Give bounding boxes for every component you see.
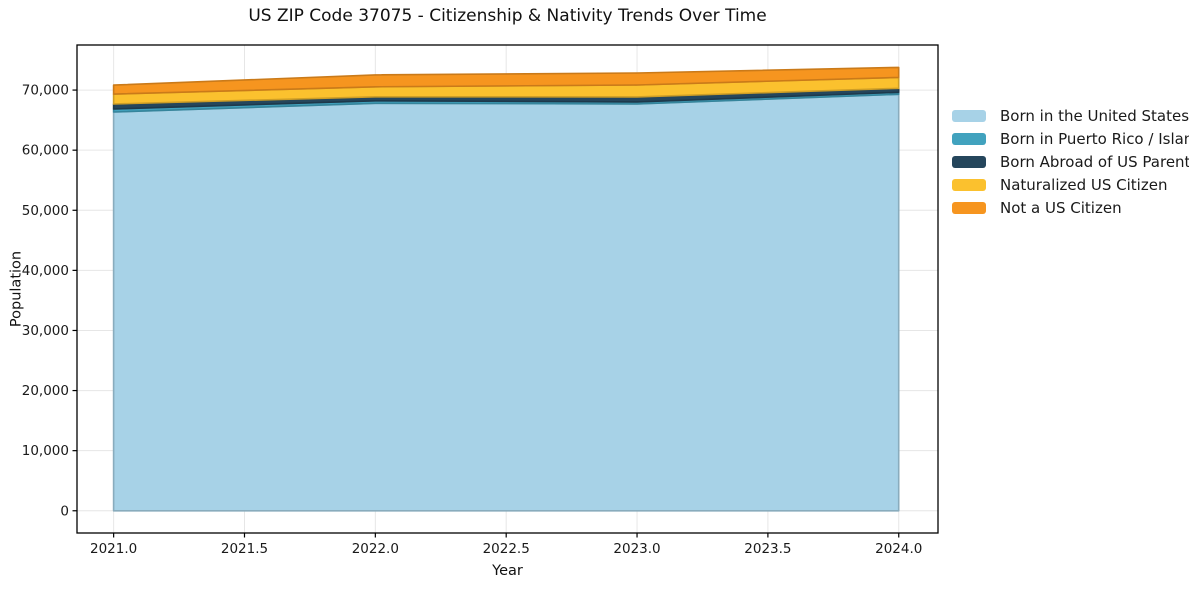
legend-label: Not a US Citizen (1000, 198, 1122, 217)
y-tick-label: 60,000 (22, 143, 69, 159)
y-tick-label: 50,000 (22, 203, 69, 219)
x-tick-label: 2022.0 (352, 541, 399, 557)
y-tick-label: 20,000 (22, 383, 69, 399)
y-tick-label: 70,000 (22, 83, 69, 99)
legend-swatch-icon (952, 109, 986, 122)
x-tick-label: 2023.0 (613, 541, 660, 557)
legend-label: Naturalized US Citizen (1000, 175, 1168, 194)
legend-label: Born Abroad of US Parent(s) (1000, 152, 1189, 171)
legend-swatch-icon (952, 178, 986, 191)
x-tick-label: 2024.0 (875, 541, 922, 557)
legend-item: Born in the United States (952, 104, 1189, 127)
legend-item: Naturalized US Citizen (952, 173, 1189, 196)
legend-item: Not a US Citizen (952, 196, 1189, 219)
plot-border (76, 44, 939, 534)
y-tick-label: 10,000 (22, 443, 69, 459)
legend-swatch-icon (952, 132, 986, 145)
legend-item: Born in Puerto Rico / Islands (952, 127, 1189, 150)
x-tick-label: 2022.5 (483, 541, 530, 557)
y-tick-label: 40,000 (22, 263, 69, 279)
area-series-0 (112, 93, 900, 512)
stacked-areas (112, 66, 900, 512)
legend-swatch-icon (952, 201, 986, 214)
y-axis-label: Population (8, 250, 25, 328)
x-tick-label: 2021.5 (221, 541, 268, 557)
y-tick-label: 30,000 (22, 323, 69, 339)
legend: Born in the United States Born in Puerto… (952, 104, 1189, 219)
x-axis-label: Year (492, 563, 523, 579)
legend-swatch-icon (952, 155, 986, 168)
x-tick-label: 2021.0 (90, 541, 137, 557)
ticks: 0 10,000 20,000 30,000 40,000 50,000 60,000 70,… (22, 83, 923, 557)
y-tick-label: 0 (60, 503, 69, 519)
legend-label: Born in Puerto Rico / Islands (1000, 129, 1189, 148)
legend-item: Born Abroad of US Parent(s) (952, 150, 1189, 173)
legend-label: Born in the United States (1000, 106, 1189, 125)
area-series-4 (112, 66, 900, 95)
x-tick-label: 2023.5 (744, 541, 791, 557)
chart-title: US ZIP Code 37075 - Citizenship & Nativi… (248, 6, 767, 26)
